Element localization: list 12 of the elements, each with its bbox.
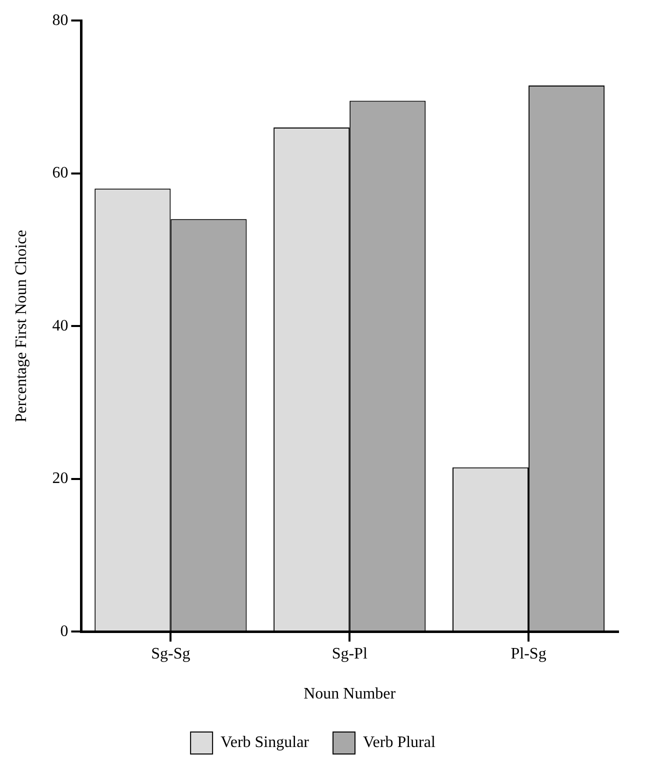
y-tick-label: 0 xyxy=(60,622,68,640)
x-tick-label: Sg-Sg xyxy=(151,645,190,662)
y-tick-label: 80 xyxy=(52,12,68,29)
y-tick-label: 20 xyxy=(52,470,68,488)
legend-label: Verb Singular xyxy=(220,734,310,752)
y-tick-label: 60 xyxy=(52,164,68,182)
x-tick-label: Pl-Sg xyxy=(510,645,546,662)
x-tick-label: Sg-Pl xyxy=(332,645,368,662)
y-tick-label: 40 xyxy=(52,317,68,334)
x-axis-title: Noun Number xyxy=(304,686,396,703)
y-axis-title: Percentage First Noun Choice xyxy=(12,230,30,422)
legend-label: Verb Plural xyxy=(363,734,436,752)
